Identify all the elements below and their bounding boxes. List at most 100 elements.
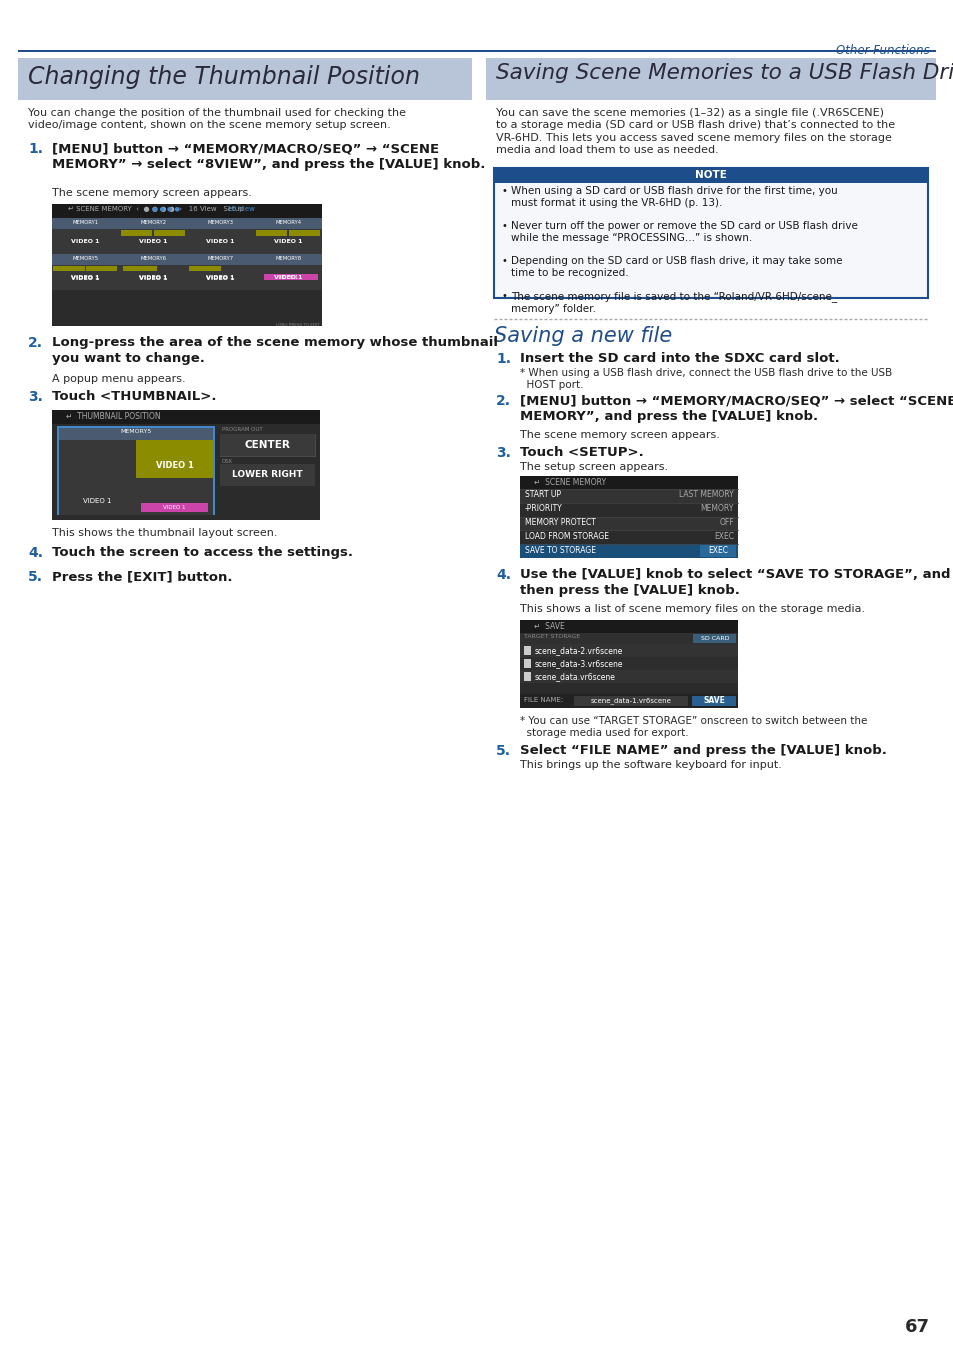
Bar [189,266,220,271]
Bar [519,502,738,517]
Bar [52,410,319,520]
Bar [254,254,322,265]
Text: 16 View: 16 View [227,207,254,212]
Text: CENTER: CENTER [244,440,290,450]
Text: Other Functions: Other Functions [836,45,929,57]
Bar [519,644,738,657]
Text: VIDEO 1: VIDEO 1 [206,275,234,279]
Bar [254,254,322,290]
Text: 2.: 2. [496,394,511,408]
Text: LOAD FROM STORAGE: LOAD FROM STORAGE [524,532,608,541]
Text: •: • [501,256,507,266]
Bar [494,167,927,298]
Bar [59,478,136,514]
Text: You can save the scene memories (1–32) as a single file (.VR6SCENE)
to a storage: You can save the scene memories (1–32) a… [496,108,894,155]
Text: SAVE TO STORAGE: SAVE TO STORAGE [524,545,596,555]
Text: LOWER RIGHT: LOWER RIGHT [232,470,302,479]
Text: The scene memory screen appears.: The scene memory screen appears. [52,188,252,198]
Bar [119,254,187,265]
Text: This brings up the software keyboard for input.: This brings up the software keyboard for… [519,760,781,770]
Text: The scene memory file is saved to the “Roland/VR-6HD/scene_
memory” folder.: The scene memory file is saved to the “R… [511,292,836,315]
Bar [52,410,319,424]
Bar [52,254,119,265]
Bar [136,478,213,514]
Text: MEMORY: MEMORY [700,504,733,513]
Bar [519,657,738,670]
Bar [123,266,157,271]
Bar [59,440,136,478]
Text: MEMORY8: MEMORY8 [274,255,301,261]
Bar [519,531,738,544]
Text: Depending on the SD card or USB flash drive, it may take some
time to be recogni: Depending on the SD card or USB flash dr… [511,256,841,278]
Bar [52,204,322,217]
Text: Saving a new file: Saving a new file [494,325,672,346]
Text: ↵  THUMBNAIL POSITION: ↵ THUMBNAIL POSITION [66,412,160,421]
Text: * You can use “TARGET STORAGE” onscreen to switch between the
  storage media us: * You can use “TARGET STORAGE” onscreen … [519,716,866,738]
Bar [519,477,738,558]
Text: •: • [501,292,507,301]
Bar [136,440,213,478]
Text: 3.: 3. [496,446,511,460]
Bar [154,230,185,236]
Text: 5.: 5. [496,744,511,757]
Text: VIDEO 1: VIDEO 1 [206,239,234,244]
Bar [53,266,85,271]
Text: scene_data-2.vr6scene: scene_data-2.vr6scene [535,647,622,656]
Text: 1.: 1. [496,352,511,366]
Text: When using a SD card or USB flash drive for the first time, you
must format it u: When using a SD card or USB flash drive … [511,186,837,208]
Text: •: • [501,186,507,196]
Bar [519,670,738,683]
Bar [220,464,314,486]
Bar [119,217,187,254]
Bar [187,217,254,254]
Text: * When using a USB flash drive, connect the USB flash drive to the USB
  HOST po: * When using a USB flash drive, connect … [519,369,891,390]
Text: VIDEO 1: VIDEO 1 [278,275,298,279]
Text: scene_data-1.vr6scene: scene_data-1.vr6scene [590,697,671,703]
Text: The setup screen appears.: The setup screen appears. [519,462,667,472]
Text: MEMORY6: MEMORY6 [140,255,166,261]
Bar [574,697,687,706]
Bar [527,659,531,662]
Text: 67: 67 [904,1318,929,1336]
Bar [59,428,213,513]
Bar [86,266,117,271]
Bar [519,620,738,633]
Text: SAVE: SAVE [702,697,724,705]
Text: VIDEO 1: VIDEO 1 [274,275,302,279]
Text: MEMORY5: MEMORY5 [72,255,99,261]
Text: VIDEO 1: VIDEO 1 [71,275,100,281]
Text: 5.: 5. [28,570,43,585]
Bar [264,274,317,279]
Bar [52,217,119,230]
Text: Touch the screen to access the settings.: Touch the screen to access the settings. [52,545,353,559]
Text: [MENU] button → “MEMORY/MACRO/SEQ” → “SCENE
MEMORY” → select “8VIEW”, and press : [MENU] button → “MEMORY/MACRO/SEQ” → “SC… [52,142,485,171]
Text: START UP: START UP [524,490,560,500]
Bar [254,217,322,254]
Text: Never turn off the power or remove the SD card or USB flash drive
while the mess: Never turn off the power or remove the S… [511,221,857,243]
Text: Changing the Thumbnail Position: Changing the Thumbnail Position [28,65,419,89]
Bar [187,217,254,230]
Bar [692,634,735,643]
Bar [519,633,738,644]
Text: Use the [VALUE] knob to select “SAVE TO STORAGE”, and
then press the [VALUE] kno: Use the [VALUE] knob to select “SAVE TO … [519,568,949,597]
Text: PROGRAM OUT: PROGRAM OUT [222,427,262,432]
Text: MEMORY3: MEMORY3 [208,220,233,224]
Text: FILE NAME:: FILE NAME: [523,697,562,703]
Bar [289,230,319,236]
Bar [220,433,314,456]
Text: MEMORY PROTECT: MEMORY PROTECT [524,518,596,526]
Text: Long-press the area of the scene memory whose thumbnail
you want to change.: Long-press the area of the scene memory … [52,336,497,364]
Text: VIDEO 1: VIDEO 1 [71,275,100,279]
Bar [59,428,213,440]
Bar [121,230,152,236]
Text: Saving Scene Memories to a USB Flash Drive: Saving Scene Memories to a USB Flash Dri… [496,63,953,82]
Text: Press the [EXIT] button.: Press the [EXIT] button. [52,570,233,583]
Bar [523,672,531,680]
Text: scene_data-3.vr6scene: scene_data-3.vr6scene [535,660,623,668]
Bar [141,504,208,512]
Bar [52,217,119,254]
Text: TARGET STORAGE: TARGET STORAGE [523,634,579,640]
Bar [119,254,187,290]
Bar [527,672,531,675]
Bar [519,489,738,502]
